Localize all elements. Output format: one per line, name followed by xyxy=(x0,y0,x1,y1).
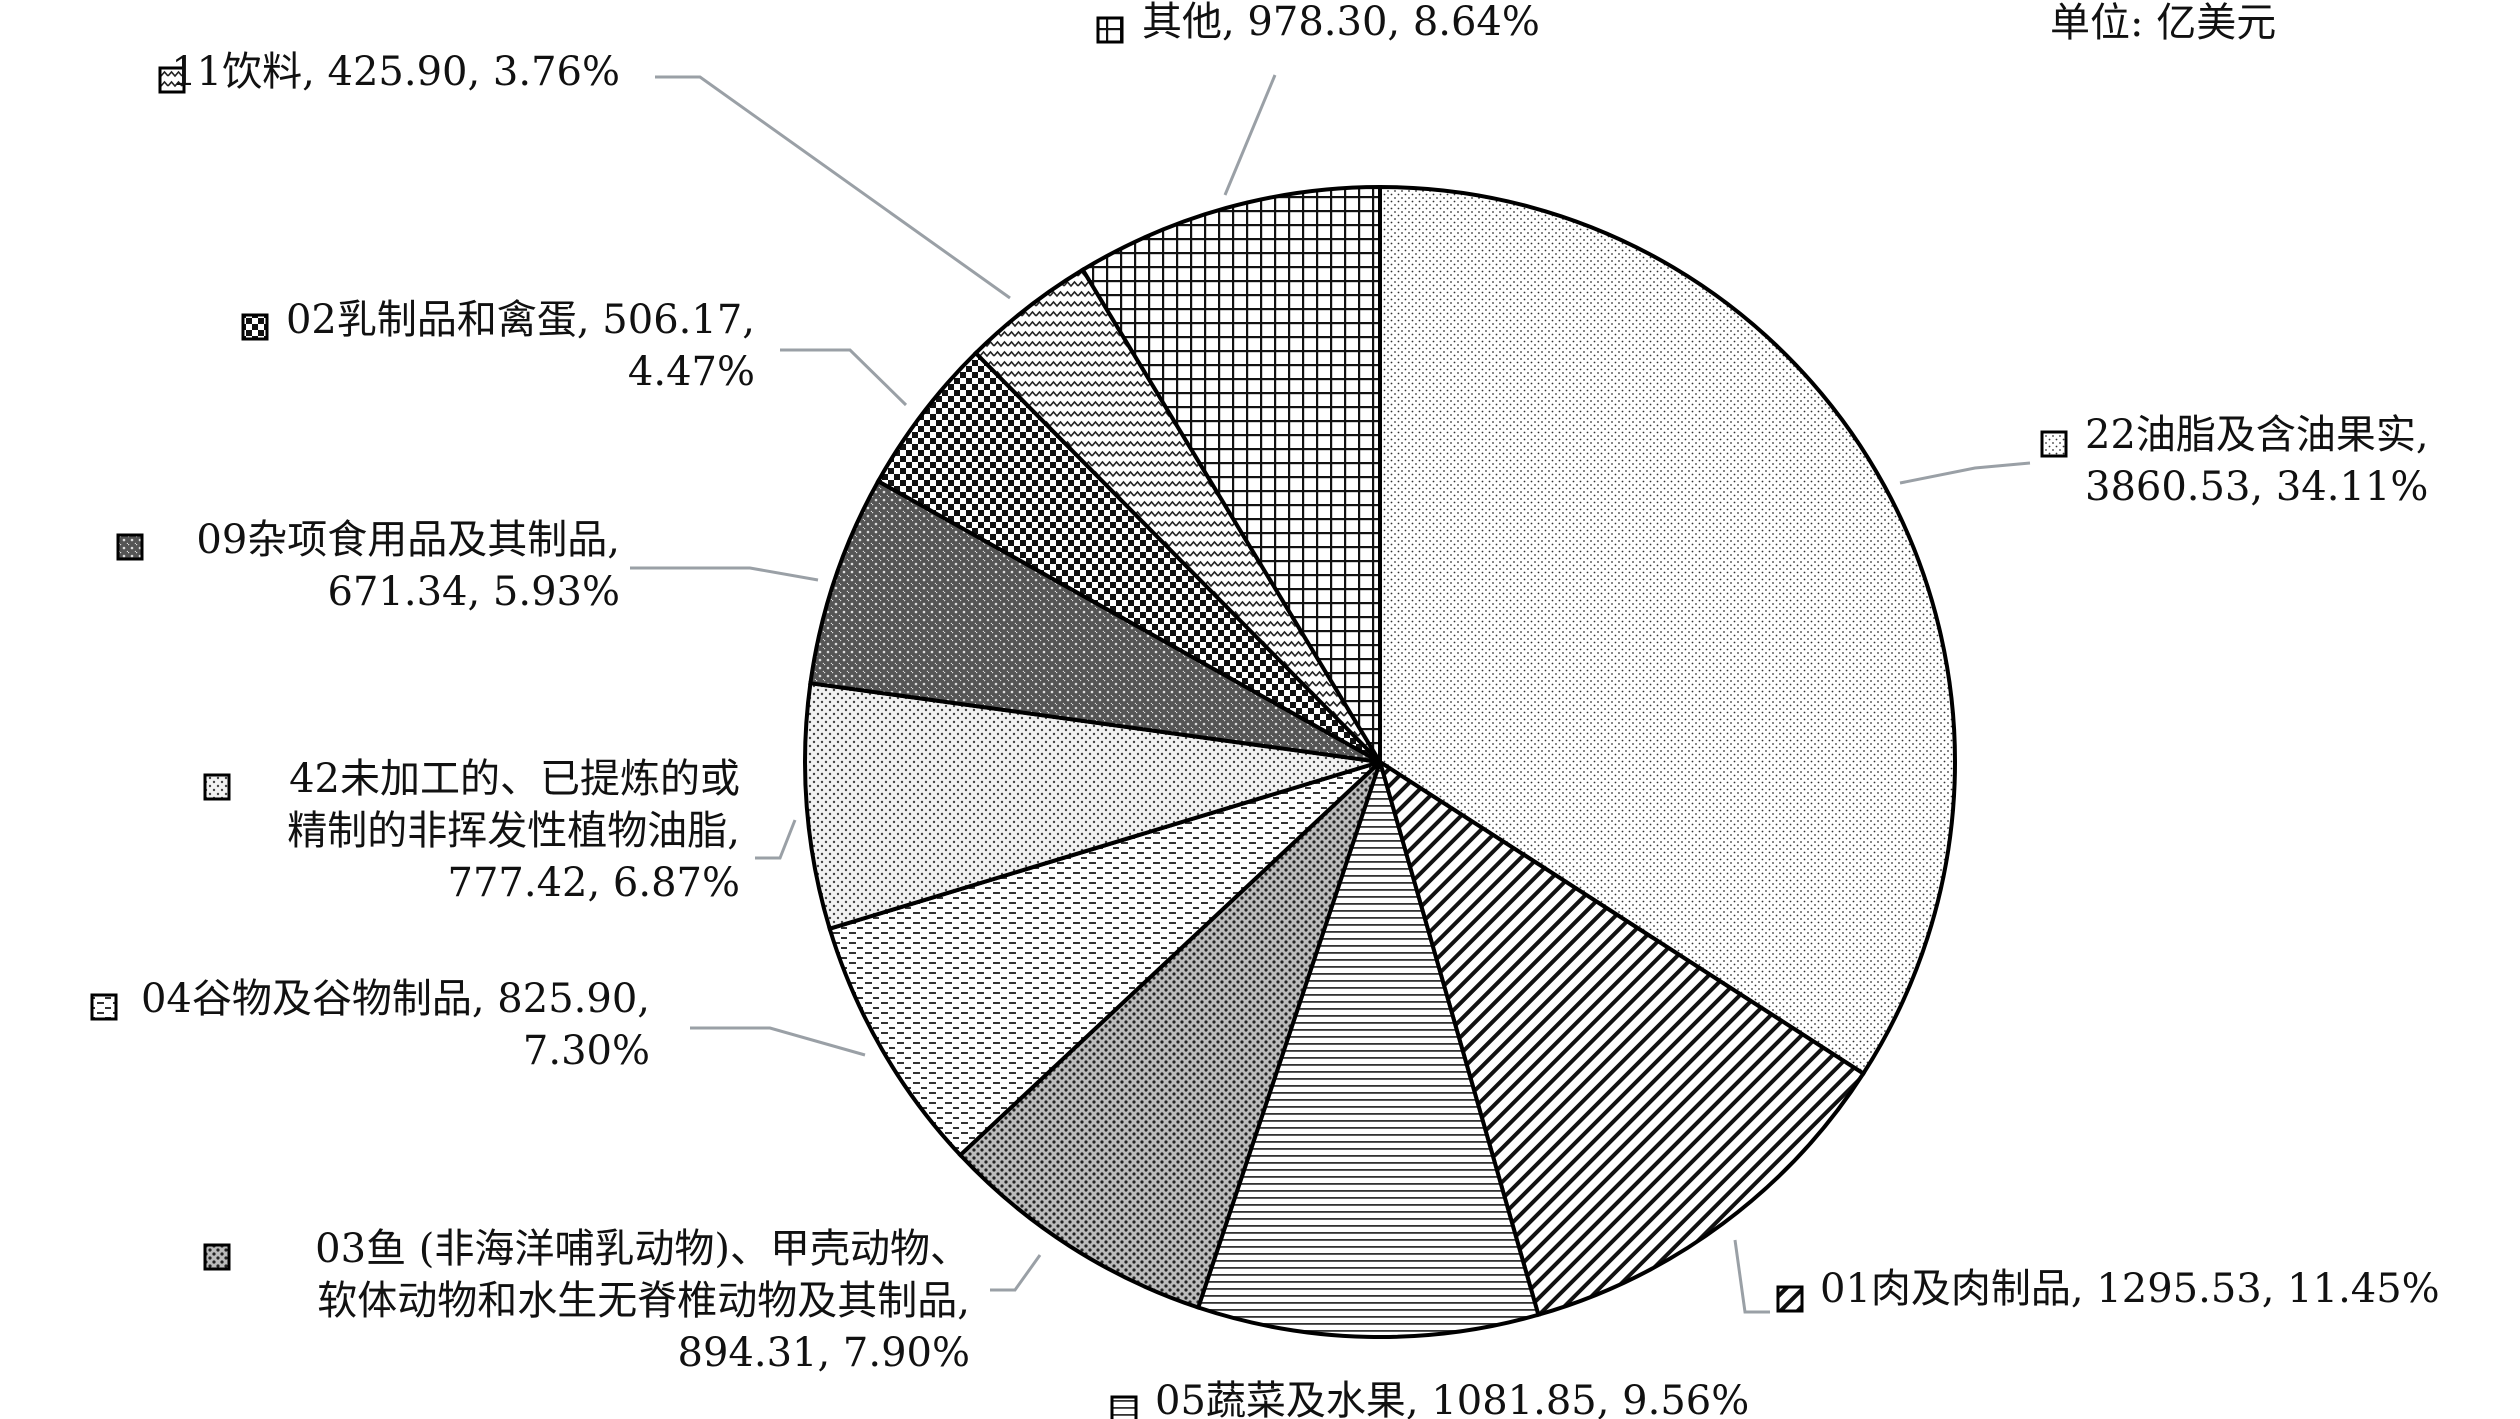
legend-marker-7 xyxy=(116,533,144,561)
pie-slice-8 xyxy=(875,350,1382,764)
slice-label-6-line-2: 精制的非挥发性植物油脂, xyxy=(287,808,740,854)
legend-marker-3 xyxy=(1110,1395,1138,1419)
slice-label-6-line-3: 777.42, 6.87% xyxy=(448,860,740,906)
leader-line-1 xyxy=(1899,461,2031,485)
leader-line-7 xyxy=(630,566,819,582)
pie-slice-7 xyxy=(808,478,1381,764)
slice-label-1-line-1: 22油脂及含油果实, xyxy=(2085,412,2429,458)
legend-marker-10 xyxy=(1096,16,1124,44)
pie-slice-6 xyxy=(803,680,1381,932)
slice-label-6-line-1: 42未加工的、已提炼的或 xyxy=(289,756,740,802)
unit-label: 单位: 亿美元 xyxy=(2050,0,2276,46)
legend-marker-4 xyxy=(203,1243,231,1271)
slice-label-9-line-1: 11饮料, 425.90, 3.76% xyxy=(171,49,620,95)
slice-label-7-line-1: 09杂项食用品及其制品, xyxy=(196,517,620,563)
leader-line-2 xyxy=(1733,1239,1770,1314)
legend-marker-9 xyxy=(158,66,186,94)
legend-marker-1 xyxy=(2040,430,2068,458)
leader-line-4 xyxy=(990,1254,1042,1292)
pie-slice-5 xyxy=(827,760,1382,1158)
slice-label-8-line-1: 02乳制品和禽蛋, 506.17, xyxy=(286,297,755,343)
slice-label-4-line-2: 软体动物和水生无脊椎动物及其制品, xyxy=(317,1278,970,1324)
legend-marker-2 xyxy=(1776,1285,1804,1313)
pie-slice-4 xyxy=(957,760,1382,1311)
legend-marker-5 xyxy=(90,993,118,1021)
slice-label-1-line-2: 3860.53, 34.11% xyxy=(2085,464,2428,510)
legend-marker-8 xyxy=(241,313,269,341)
leader-line-9 xyxy=(655,75,1011,300)
pie-slice-1 xyxy=(1378,184,1957,1077)
leader-line-8 xyxy=(780,348,908,407)
slice-label-7-line-2: 671.34, 5.93% xyxy=(328,569,620,615)
pie-slice-10 xyxy=(1080,184,1382,770)
pie-slice-3 xyxy=(1195,755,1541,1339)
slice-label-8-line-2: 4.47% xyxy=(628,349,755,395)
slice-label-3-line-1: 05蔬菜及水果, 1081.85, 9.56% xyxy=(1155,1378,1749,1419)
leader-line-5 xyxy=(690,1026,866,1057)
leader-line-6 xyxy=(755,819,797,860)
slice-label-4-line-1: 03鱼 (非海洋哺乳动物)、甲壳动物、 xyxy=(315,1226,970,1272)
slice-label-10-line-1: 其他, 978.30, 8.64% xyxy=(1142,0,1540,45)
leader-line-10 xyxy=(1223,74,1277,196)
slice-label-5-line-2: 7.30% xyxy=(523,1028,650,1074)
slice-label-4-line-3: 894.31, 7.90% xyxy=(678,1330,970,1376)
slice-label-2-line-1: 01肉及肉制品, 1295.53, 11.45% xyxy=(1820,1266,2440,1312)
legend-marker-6 xyxy=(203,773,231,801)
slice-label-5-line-1: 04谷物及谷物制品, 825.90, xyxy=(141,976,650,1022)
